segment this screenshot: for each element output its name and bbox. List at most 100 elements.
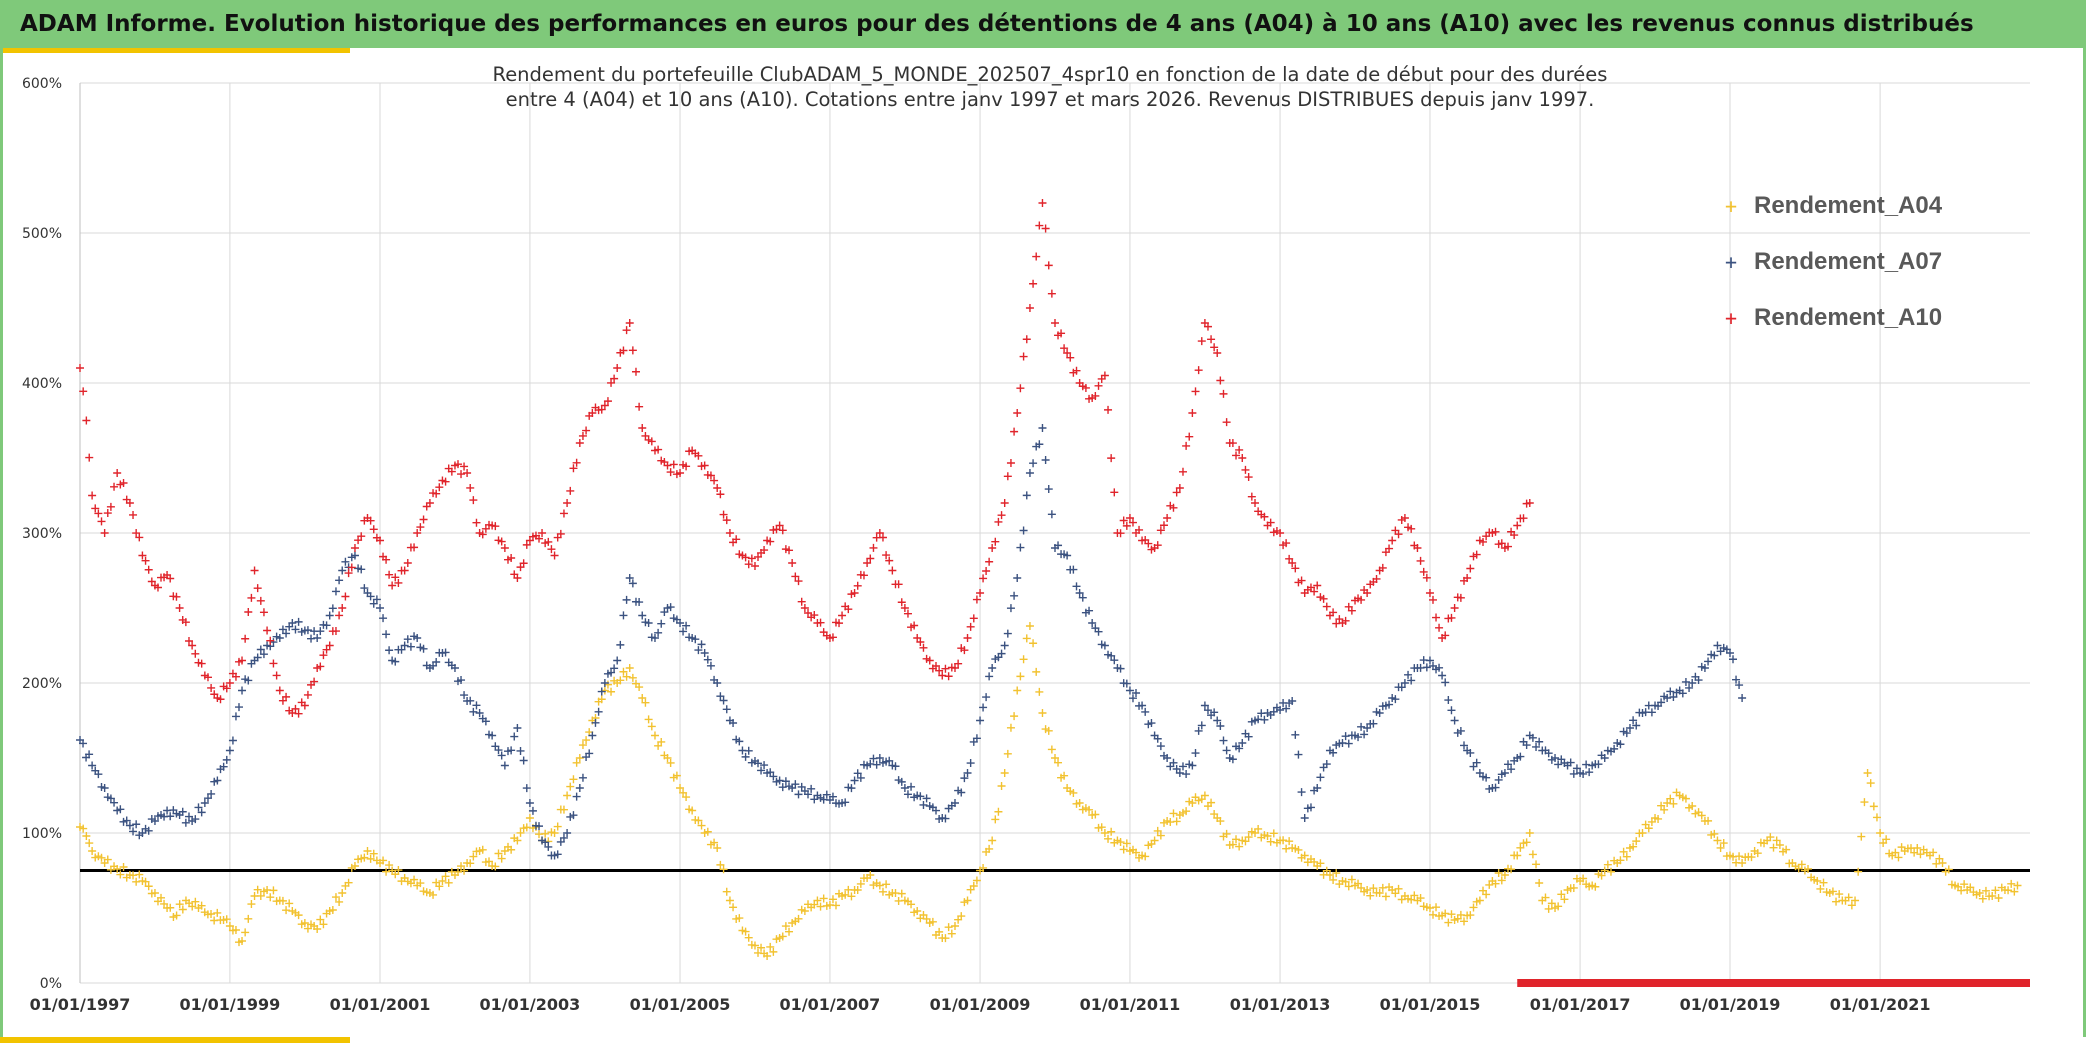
data-point xyxy=(1363,589,1372,597)
data-point xyxy=(657,619,666,628)
data-point xyxy=(666,603,675,612)
data-point xyxy=(1357,595,1366,604)
data-point xyxy=(891,762,900,771)
data-point xyxy=(1029,459,1038,468)
data-point xyxy=(382,867,391,876)
data-point xyxy=(1241,465,1250,474)
data-point xyxy=(1828,887,1837,896)
data-point xyxy=(481,717,490,726)
data-point xyxy=(400,641,409,650)
data-point xyxy=(1222,418,1231,427)
data-point xyxy=(1025,304,1034,312)
data-point xyxy=(950,799,959,807)
data-point xyxy=(100,784,109,792)
data-point xyxy=(1519,514,1528,523)
data-point xyxy=(1232,835,1241,844)
data-point xyxy=(100,529,109,537)
data-point xyxy=(638,694,647,702)
data-point xyxy=(291,704,300,713)
data-point xyxy=(1632,837,1641,846)
data-point xyxy=(1116,838,1125,847)
data-point xyxy=(382,555,391,564)
data-point xyxy=(1188,799,1197,807)
x-tick-label: 01/01/1997 xyxy=(30,995,131,1014)
data-point xyxy=(303,924,312,933)
chart-legend: + Rendement_A04 + Rendement_A07 + Rendem… xyxy=(1718,178,1942,346)
data-point xyxy=(778,783,787,792)
data-point xyxy=(1988,892,1997,900)
data-point xyxy=(256,891,265,900)
data-point xyxy=(319,920,328,929)
data-point xyxy=(1591,882,1600,891)
data-point xyxy=(1466,748,1475,757)
data-point xyxy=(569,811,578,820)
data-point xyxy=(175,900,184,909)
data-point xyxy=(1557,890,1566,899)
data-point xyxy=(1638,829,1647,837)
data-point xyxy=(1616,740,1625,749)
data-point xyxy=(1876,829,1885,837)
data-point xyxy=(535,822,544,831)
data-point xyxy=(1006,604,1015,613)
data-point xyxy=(875,881,884,890)
data-point xyxy=(976,716,985,725)
data-point xyxy=(1097,823,1106,832)
data-point xyxy=(391,573,400,582)
data-point xyxy=(654,445,663,454)
data-point xyxy=(450,664,459,672)
data-point xyxy=(259,650,268,659)
data-point xyxy=(622,595,631,604)
data-point xyxy=(1319,594,1328,603)
data-point xyxy=(1072,582,1081,591)
data-point xyxy=(266,636,275,645)
data-point xyxy=(1263,832,1272,840)
data-point xyxy=(1378,883,1387,892)
data-point xyxy=(313,634,322,642)
data-point xyxy=(585,749,594,758)
data-point xyxy=(794,577,803,586)
data-point xyxy=(1975,889,1984,897)
data-point xyxy=(1960,880,1969,889)
data-point xyxy=(410,875,419,884)
data-point xyxy=(1003,749,1012,758)
data-point xyxy=(1660,805,1669,814)
data-point xyxy=(510,732,519,741)
data-point xyxy=(316,662,325,671)
data-point xyxy=(363,847,372,855)
data-point xyxy=(866,554,875,563)
data-point xyxy=(850,776,859,785)
data-point xyxy=(1466,911,1475,920)
data-point xyxy=(1913,844,1922,852)
data-point xyxy=(488,731,497,740)
data-point xyxy=(1291,564,1300,573)
data-point xyxy=(619,667,628,676)
data-point xyxy=(528,806,537,815)
data-point xyxy=(385,570,394,579)
data-point xyxy=(1228,439,1237,448)
data-point xyxy=(1116,529,1125,538)
data-point xyxy=(966,622,975,631)
page-title: ADAM Informe. Evolution historique des p… xyxy=(20,11,1974,37)
data-point xyxy=(238,656,247,665)
data-point xyxy=(231,925,240,934)
data-point xyxy=(1494,869,1503,878)
data-point xyxy=(300,701,309,710)
data-point xyxy=(729,719,738,727)
data-point xyxy=(1144,539,1153,548)
data-point xyxy=(178,905,187,914)
data-point xyxy=(1851,896,1860,905)
data-point xyxy=(679,788,688,797)
data-point xyxy=(1469,903,1478,912)
data-point xyxy=(1369,884,1378,893)
data-point xyxy=(191,815,200,824)
data-point xyxy=(1107,827,1116,836)
data-point xyxy=(1310,587,1319,596)
data-point xyxy=(1944,865,1953,874)
data-point xyxy=(810,611,819,620)
data-point xyxy=(991,815,1000,824)
data-point xyxy=(607,668,616,677)
data-point xyxy=(1738,694,1747,702)
data-point xyxy=(197,808,206,817)
data-point xyxy=(331,627,340,636)
